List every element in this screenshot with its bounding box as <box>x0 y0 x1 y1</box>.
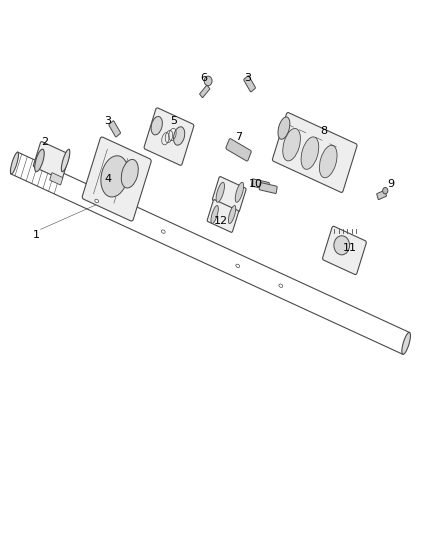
Ellipse shape <box>216 182 225 203</box>
Text: 8: 8 <box>320 126 327 136</box>
Ellipse shape <box>319 146 337 178</box>
Text: 12: 12 <box>214 216 228 227</box>
Ellipse shape <box>11 152 18 174</box>
FancyBboxPatch shape <box>226 139 251 161</box>
FancyBboxPatch shape <box>322 226 366 274</box>
Ellipse shape <box>278 117 290 139</box>
Text: 4: 4 <box>104 174 112 184</box>
Ellipse shape <box>402 333 410 354</box>
Ellipse shape <box>151 117 162 135</box>
Ellipse shape <box>235 182 244 203</box>
FancyBboxPatch shape <box>244 76 255 92</box>
Text: 7: 7 <box>235 132 242 142</box>
Ellipse shape <box>121 159 138 188</box>
Ellipse shape <box>301 137 319 169</box>
Ellipse shape <box>283 128 300 161</box>
Ellipse shape <box>101 156 128 197</box>
FancyBboxPatch shape <box>33 142 70 179</box>
Text: 2: 2 <box>41 137 49 147</box>
Text: 1: 1 <box>33 230 40 240</box>
FancyBboxPatch shape <box>212 176 246 212</box>
FancyBboxPatch shape <box>207 200 239 232</box>
FancyBboxPatch shape <box>251 179 269 190</box>
FancyBboxPatch shape <box>377 190 386 200</box>
Ellipse shape <box>61 149 70 172</box>
Text: 5: 5 <box>170 116 177 126</box>
Ellipse shape <box>161 230 165 233</box>
Text: 9: 9 <box>387 179 395 189</box>
Ellipse shape <box>211 206 218 223</box>
FancyBboxPatch shape <box>109 121 120 137</box>
Ellipse shape <box>279 284 283 287</box>
FancyBboxPatch shape <box>144 108 194 165</box>
Text: 3: 3 <box>244 73 251 83</box>
Ellipse shape <box>95 199 99 203</box>
Text: 6: 6 <box>200 73 207 83</box>
Ellipse shape <box>228 206 236 223</box>
Ellipse shape <box>236 264 240 268</box>
Ellipse shape <box>204 76 212 86</box>
Ellipse shape <box>383 188 388 194</box>
Text: 11: 11 <box>343 243 357 253</box>
Ellipse shape <box>334 236 350 255</box>
FancyBboxPatch shape <box>82 137 151 221</box>
Ellipse shape <box>173 127 185 145</box>
Text: 3: 3 <box>105 116 112 126</box>
FancyBboxPatch shape <box>200 85 210 98</box>
Text: 10: 10 <box>249 179 263 189</box>
FancyBboxPatch shape <box>50 173 63 185</box>
Ellipse shape <box>35 149 44 172</box>
FancyBboxPatch shape <box>259 183 277 193</box>
FancyBboxPatch shape <box>272 112 357 192</box>
